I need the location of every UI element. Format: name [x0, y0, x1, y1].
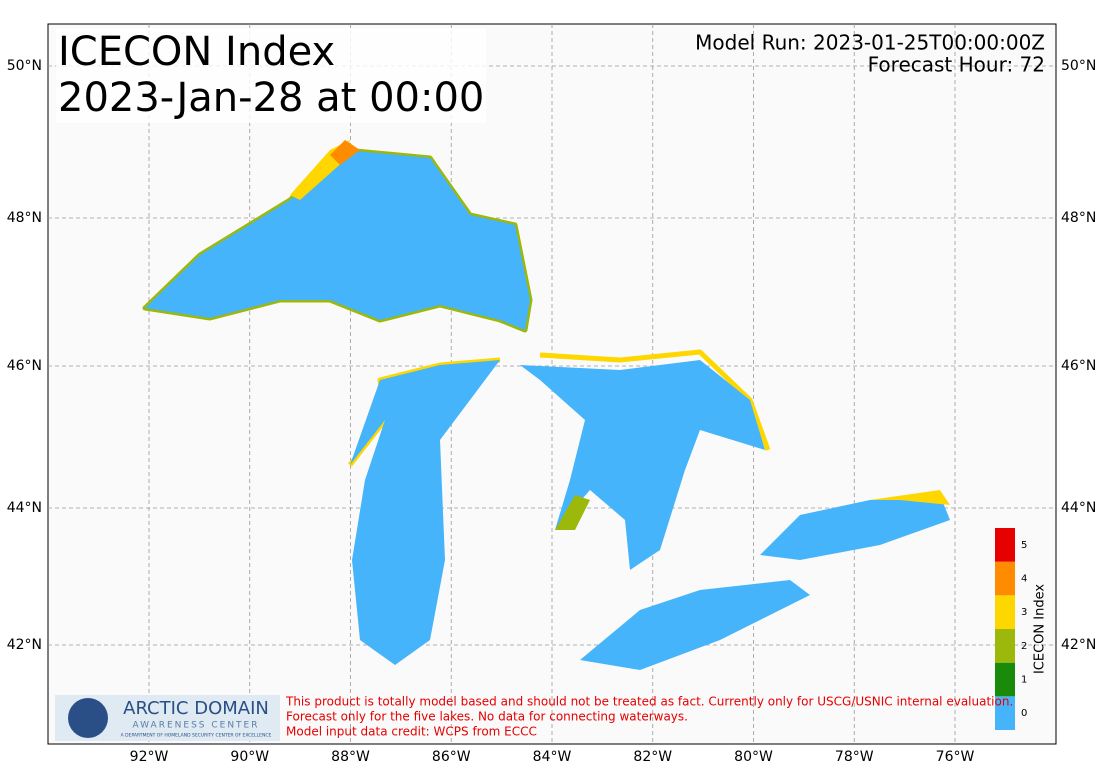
lon-label: 76°W [936, 749, 975, 765]
lon-label: 88°W [331, 749, 370, 765]
lat-label: 44°N [7, 500, 42, 516]
colorbar-cell [995, 629, 1015, 663]
title-backdrop [56, 28, 486, 123]
lon-label: 90°W [230, 749, 269, 765]
disclaimer: Model input data credit: WCPS from ECCC [286, 725, 537, 739]
lat-label: 44°N [1061, 500, 1096, 516]
lon-label: 86°W [432, 749, 471, 765]
colorbar-tick-label: 2 [1021, 641, 1027, 652]
lon-label: 82°W [633, 749, 672, 765]
colorbar-tick-label: 5 [1021, 540, 1027, 551]
lon-label: 78°W [835, 749, 874, 765]
ice-edge [870, 490, 950, 505]
logo-subtitle: AWARENESS CENTER [132, 721, 259, 731]
lake-ontario [760, 495, 950, 560]
colorbar-cell [995, 662, 1015, 697]
lake-michigan [350, 360, 500, 665]
lon-label: 80°W [734, 749, 773, 765]
lat-label: 46°N [7, 358, 42, 374]
colorbar-cell [995, 696, 1015, 730]
disclaimer: Forecast only for the five lakes. No dat… [286, 710, 688, 724]
colorbar-tick-label: 4 [1021, 574, 1027, 585]
logo-name: ARCTIC DOMAIN [123, 698, 269, 719]
ice-edge [330, 140, 360, 165]
colorbar-tick-label: 1 [1021, 675, 1027, 686]
colorbar-label: ICECON Index [1033, 584, 1048, 674]
colorbar: 0 1 2 3 4 5 [995, 528, 1027, 730]
logo-tagline: A DEPARTMENT OF HOMELAND SECURITY CENTER… [121, 733, 272, 739]
title: 2023-Jan-28 at 00:00 [58, 75, 484, 121]
lon-label: 84°W [533, 749, 572, 765]
lat-label: 46°N [1061, 358, 1096, 374]
forecast-hour: Forecast Hour: 72 [868, 53, 1045, 77]
lake-huron-edge [539, 349, 771, 451]
lat-label: 48°N [1061, 210, 1096, 226]
ice-edge [555, 495, 590, 530]
lon-label: 92°W [130, 749, 169, 765]
colorbar-tick-label: 3 [1021, 607, 1027, 618]
model-run: Model Run: 2023-01-25T00:00:00Z [695, 31, 1045, 55]
lat-label: 50°N [1061, 58, 1096, 74]
lakes [142, 140, 950, 670]
lake-huron [520, 360, 765, 570]
lake-erie [580, 580, 810, 670]
colorbar-cell [995, 561, 1015, 596]
lat-label: 42°N [1061, 637, 1096, 653]
disclaimer: This product is totally model based and … [285, 695, 1013, 709]
title: ICECON Index [58, 29, 335, 75]
lat-label: 42°N [7, 637, 42, 653]
colorbar-cell [995, 528, 1015, 562]
colorbar-cell [995, 595, 1015, 629]
lake-superior [145, 150, 530, 330]
lat-label: 50°N [7, 58, 42, 74]
colorbar-tick-label: 0 [1021, 708, 1027, 719]
lat-label: 48°N [7, 210, 42, 226]
logo-globe [68, 698, 108, 738]
